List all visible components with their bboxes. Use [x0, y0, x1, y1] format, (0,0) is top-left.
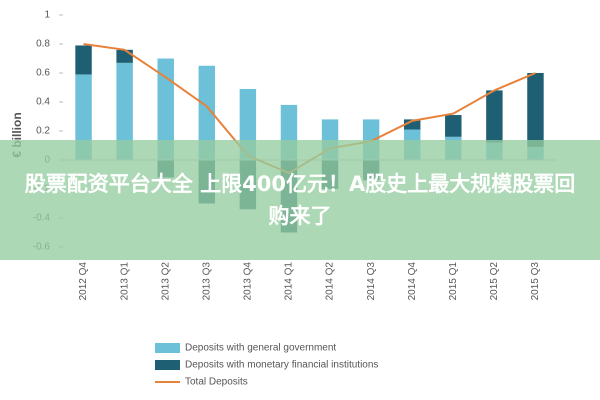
- x-tick-label: 2013 Q2: [160, 262, 171, 301]
- x-tick-label: 2014 Q1: [284, 262, 295, 301]
- bar: [75, 74, 92, 160]
- y-tick-label: 1: [44, 10, 50, 21]
- x-tick-label: 2015 Q1: [448, 262, 459, 301]
- bar: [116, 62, 133, 160]
- bar: [157, 58, 174, 160]
- legend-swatch: [155, 360, 180, 370]
- bar: [527, 73, 544, 147]
- x-tick-label: 2015 Q3: [530, 262, 541, 301]
- x-tick-label: 2014 Q3: [366, 262, 377, 301]
- y-tick-label: 0.4: [36, 97, 50, 108]
- x-tick-label: 2013 Q1: [119, 262, 130, 301]
- y-tick-label: 0.2: [36, 126, 50, 137]
- banner-text[interactable]: 股票配资平台大全 上限400亿元！A股史上最大规模股票回购来了: [24, 172, 576, 228]
- bar: [445, 115, 462, 137]
- y-tick-label: 0.8: [36, 39, 50, 50]
- bar: [486, 90, 503, 143]
- legend-swatch: [155, 343, 180, 353]
- bar: [116, 49, 133, 63]
- bar: [198, 65, 216, 160]
- y-tick-label: 0.6: [36, 68, 50, 79]
- legend-label: Deposits with monetary financial institu…: [185, 360, 378, 371]
- legend-label: Total Deposits: [185, 377, 248, 388]
- x-tick-label: 2014 Q4: [407, 262, 418, 301]
- banner[interactable]: 股票配资平台大全 上限400亿元！A股史上最大规模股票回购来了: [0, 140, 600, 260]
- x-tick-label: 2015 Q2: [489, 262, 500, 301]
- x-tick-label: 2012 Q4: [78, 262, 89, 301]
- bar: [75, 45, 92, 75]
- bar: [403, 119, 421, 130]
- x-tick-label: 2013 Q4: [243, 262, 254, 301]
- legend-label: Deposits with general government: [185, 343, 336, 354]
- x-tick-label: 2013 Q3: [201, 262, 212, 301]
- x-tick-label: 2014 Q2: [325, 262, 336, 301]
